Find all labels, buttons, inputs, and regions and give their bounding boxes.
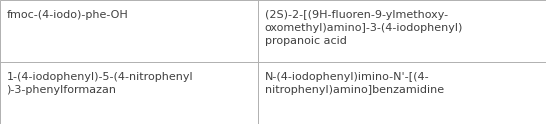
Text: (2S)-2-[(9H-fluoren-9-ylmethoxy-
oxomethyl)amino]-3-(4-iodophenyl)
propanoic aci: (2S)-2-[(9H-fluoren-9-ylmethoxy- oxometh… [264,10,463,46]
Text: N-(4-iodophenyl)imino-N'-[(4-
nitrophenyl)amino]benzamidine: N-(4-iodophenyl)imino-N'-[(4- nitropheny… [264,72,444,95]
Text: fmoc-(4-iodo)-phe-OH: fmoc-(4-iodo)-phe-OH [7,10,128,20]
Text: 1-(4-iodophenyl)-5-(4-nitrophenyl
)-3-phenylformazan: 1-(4-iodophenyl)-5-(4-nitrophenyl )-3-ph… [7,72,193,95]
